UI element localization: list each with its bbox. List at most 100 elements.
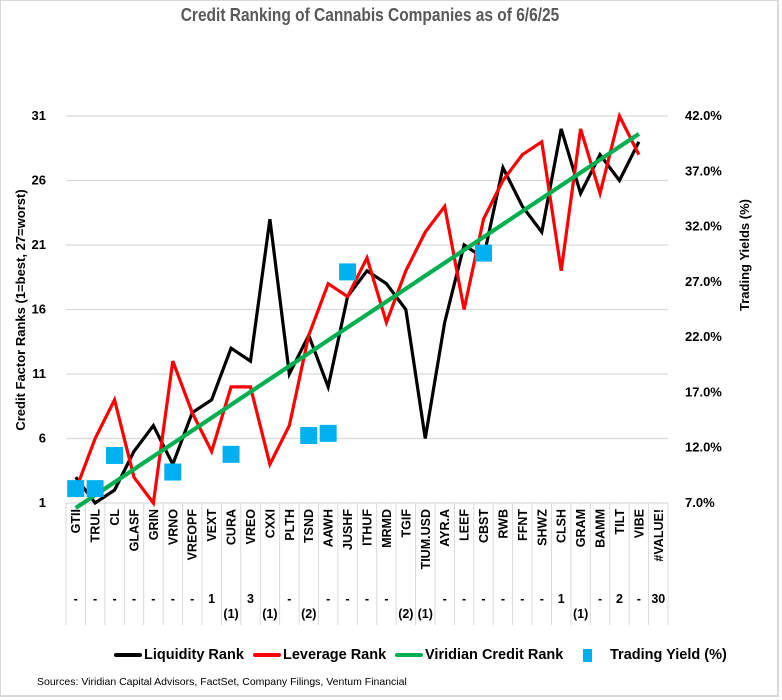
category-label: TSND: [302, 509, 316, 543]
viridian-credit-rank-line: [74, 132, 641, 510]
category-secondary-label: (2): [301, 607, 316, 621]
right-tick-label: 32.0%: [685, 219, 722, 234]
category-secondary-labels: - - - - - - -1(1)3(1)-(2)- - - -(2) (1)- - - - - -1(1)-…: [74, 592, 666, 621]
trading-yield-point: [86, 480, 104, 498]
category-secondary-label: -: [345, 592, 349, 606]
category-secondary-label: -: [501, 592, 505, 606]
category-secondary-label: -: [598, 592, 602, 606]
legend-item-yield[interactable]: Trading Yield (%): [583, 647, 727, 663]
category-secondary-label: -: [151, 592, 155, 606]
category-label: GLASF: [127, 509, 141, 552]
category-label: VRNO: [166, 509, 180, 545]
category-label: FFNT: [516, 509, 530, 541]
right-tick-label: 42.0%: [685, 108, 722, 123]
right-tick-label: 37.0%: [685, 163, 722, 178]
right-tick-label: 12.0%: [685, 440, 722, 455]
trading-yield-point: [339, 263, 357, 281]
legend-item-viridian[interactable]: Viridian Credit Rank: [395, 647, 563, 663]
category-secondary-label: (1): [418, 607, 433, 621]
category-label: LEEF: [458, 509, 472, 541]
category-secondary-label: -: [520, 592, 524, 606]
category-label: VREO: [244, 509, 258, 545]
legend-swatch-viridian: [395, 653, 423, 657]
legend-label: Liquidity Rank: [144, 647, 244, 663]
legend-swatch-liquidity: [114, 653, 142, 657]
category-secondary-label: (1): [262, 607, 277, 621]
category-secondary-label: -: [462, 592, 466, 606]
liquidity-rank-line: [74, 128, 641, 506]
category-secondary-label: -: [190, 592, 194, 606]
category-secondary-label: -: [540, 592, 544, 606]
right-axis-title: Trading Yields (%): [737, 199, 752, 311]
category-secondary-label: -: [365, 592, 369, 606]
trading-yield-point: [222, 445, 240, 463]
category-secondary-label: -: [637, 592, 641, 606]
category-secondary-label: (1): [223, 607, 238, 621]
legend-item-liquidity[interactable]: Liquidity Rank: [114, 647, 244, 663]
category-label: TRUL: [89, 509, 103, 543]
legend-label: Leverage Rank: [283, 647, 387, 663]
category-label: RWB: [496, 509, 510, 539]
category-label: GRIN: [147, 509, 161, 540]
category-secondary-label: 30: [651, 592, 665, 606]
trading-yield-point: [475, 244, 493, 262]
sources-note: Sources: Viridian Capital Advisors, Fact…: [37, 676, 407, 688]
category-label: BAMM: [594, 509, 608, 548]
right-tick-label: 17.0%: [685, 384, 722, 399]
right-tick-label: 27.0%: [685, 274, 722, 289]
category-secondary-label: 1: [558, 592, 565, 606]
category-secondary-label: -: [443, 592, 447, 606]
category-label: VIBE: [632, 509, 646, 538]
category-secondary-label: -: [132, 592, 136, 606]
category-secondary-label: (2): [398, 607, 413, 621]
category-label: CBST: [477, 509, 491, 543]
right-axis-ticks: 7.0% 12.0% 17.0% 22.0% 27.0% 32.0% 37.0% 42.0%: [685, 108, 722, 510]
category-label: SHWZ: [535, 509, 549, 546]
right-tick-label: 7.0%: [685, 495, 715, 510]
category-secondary-label: -: [384, 592, 388, 606]
legend: Liquidity Rank Leverage Rank Viridian Cr…: [0, 647, 782, 671]
category-label: CXXI: [263, 509, 277, 538]
trading-yield-point: [319, 424, 337, 442]
trading-yield-point: [300, 427, 318, 445]
category-label: TIUM.USD: [419, 509, 433, 569]
series-layer: [67, 111, 641, 510]
category-secondary-label: -: [171, 592, 175, 606]
category-label: CLSH: [555, 509, 569, 543]
left-tick-label: 16: [32, 302, 46, 317]
category-label: VREOPF: [186, 509, 200, 561]
category-label: VEXT: [205, 509, 219, 542]
category-secondary-label: 3: [247, 592, 254, 606]
category-label: GRAM: [574, 509, 588, 547]
left-axis-title: Credit Factor Ranks (1=best, 27=worst): [13, 189, 28, 430]
category-label: PLTH: [283, 509, 297, 541]
legend-item-leverage[interactable]: Leverage Rank: [253, 647, 386, 663]
category-label: CL: [108, 509, 122, 526]
category-label: MRMD: [380, 509, 394, 548]
category-label: AYR.A: [438, 509, 452, 547]
right-tick-label: 22.0%: [685, 329, 722, 344]
legend-swatch-leverage: [253, 653, 281, 657]
category-secondary-label: 1: [208, 592, 215, 606]
category-secondary-label: -: [481, 592, 485, 606]
category-table-grid: [65, 503, 669, 625]
trading-yield-point: [67, 480, 85, 498]
legend-swatch-yield: [583, 648, 592, 662]
trading-yield-point: [164, 463, 182, 481]
category-labels: GTII TRUL CL GLASF GRIN VRNO VREOPF VEXT CURA VRE…: [69, 509, 666, 570]
trading-yield-point: [106, 446, 124, 464]
category-label: GTII: [69, 509, 83, 533]
category-secondary-label: (1): [573, 607, 588, 621]
left-tick-label: 31: [32, 108, 46, 123]
legend-label: Viridian Credit Rank: [425, 647, 564, 663]
category-secondary-label: -: [74, 592, 78, 606]
category-secondary-label: -: [287, 592, 291, 606]
left-tick-label: 11: [32, 366, 46, 381]
left-tick-label: 1: [39, 495, 46, 510]
category-secondary-label: 2: [616, 592, 623, 606]
category-label: JUSHF: [341, 509, 355, 550]
category-secondary-label: -: [326, 592, 330, 606]
